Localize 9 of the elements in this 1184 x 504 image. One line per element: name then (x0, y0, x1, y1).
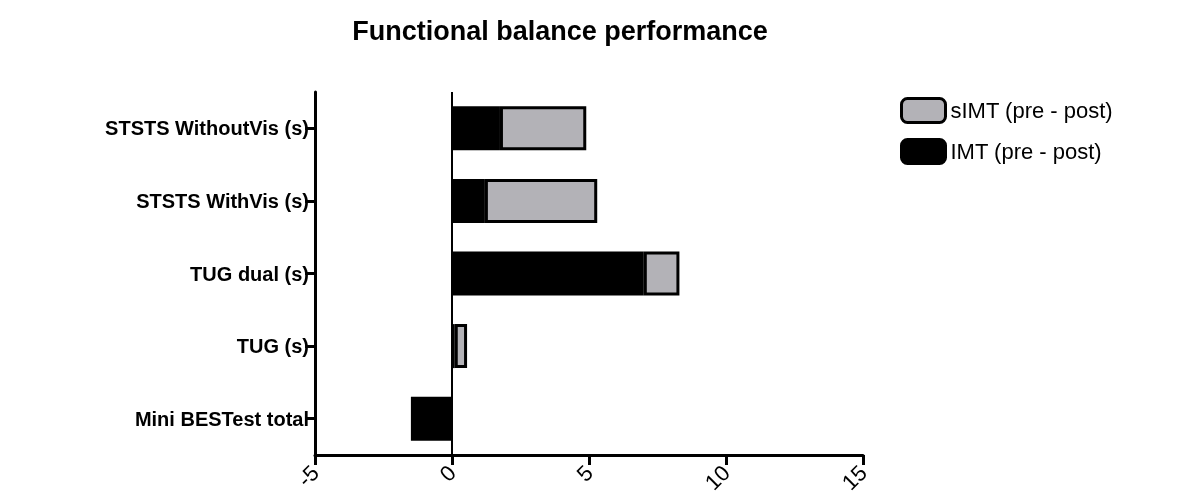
x-tick-label: 10 (699, 460, 735, 496)
legend-label: IMT (pre - post) (950, 139, 1102, 164)
x-tick-label: 15 (836, 460, 872, 496)
y-tick-label: Mini BESTest total (134, 407, 309, 430)
x-tick-label: 5 (571, 460, 598, 487)
x-tick-label: 0 (434, 460, 461, 487)
legend-label: sIMT (pre - post) (950, 98, 1113, 123)
chart-title: Functional balance performance (352, 15, 768, 46)
x-tick-label: -5 (292, 460, 324, 492)
